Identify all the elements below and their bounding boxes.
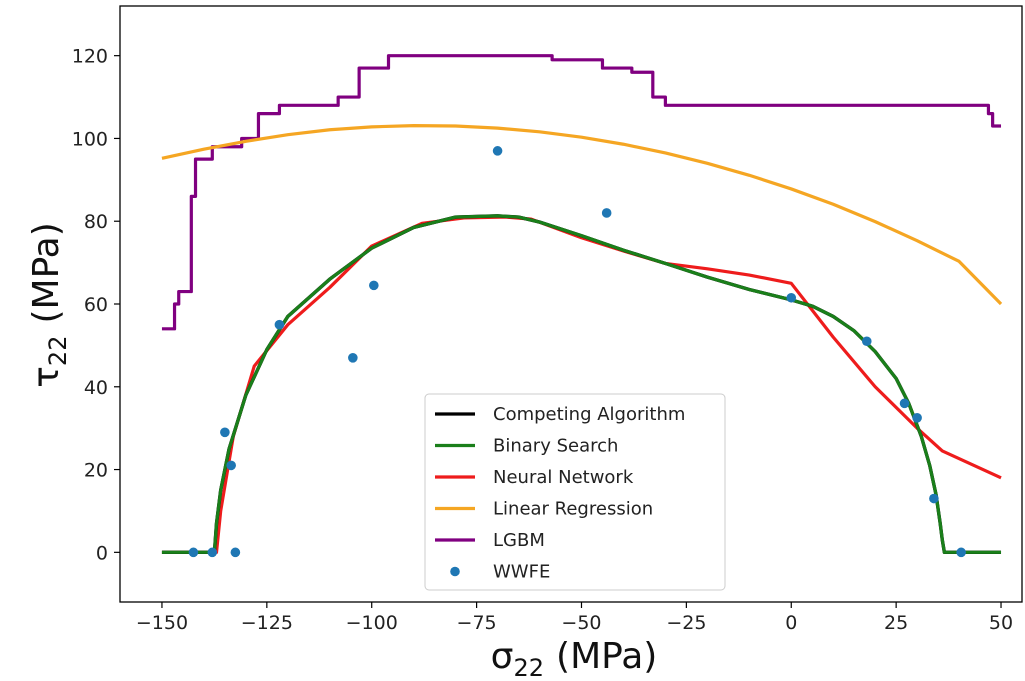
binary-search-line [161, 214, 1002, 554]
wwfe-point [226, 460, 236, 471]
x-tick-label: 0 [785, 612, 797, 634]
wwfe-point [230, 547, 241, 558]
x-tick-label: −125 [241, 612, 293, 634]
y-tick-label: 40 [84, 377, 108, 399]
linear-regression-line [161, 124, 1003, 306]
x-axis-subscript: 22 [513, 654, 544, 681]
lgbm-line [161, 54, 1002, 331]
x-tick-label: 50 [989, 612, 1013, 634]
x-tick-label: −150 [136, 612, 188, 634]
axes-layer: −150 −125 −100 −75 −50 −25 0 25 50 0 20 40 60 80 100 12… [72, 46, 1013, 634]
wwfe-point [786, 292, 797, 303]
wwfe-point [899, 398, 910, 409]
legend-label-linear-regression: Linear Regression [493, 499, 653, 520]
wwfe-point [956, 547, 966, 558]
x-tick-label: 25 [884, 612, 908, 634]
legend: Competing Algorithm Binary Search Neural N… [424, 393, 726, 591]
x-axis-unit: (MPa) [556, 636, 657, 677]
y-axis-unit: (MPa) [26, 222, 67, 323]
wwfe-point [912, 413, 922, 423]
legend-label-lgbm: LGBM [493, 530, 545, 551]
wwfe-point [861, 336, 872, 347]
wwfe-point [929, 493, 939, 504]
wwfe-point [220, 427, 230, 438]
y-tick-label: 20 [84, 460, 108, 482]
y-axis-symbol: τ [26, 366, 67, 388]
x-tick-label: −50 [561, 612, 601, 634]
wwfe-point [601, 208, 612, 218]
legend-marker-wwfe [450, 566, 460, 577]
x-axis-symbol: σ [491, 636, 514, 677]
x-axis-label: σ22 (MPa) [491, 636, 658, 681]
y-tick-label: 0 [96, 542, 108, 564]
y-tick-label: 60 [84, 294, 108, 316]
y-tick-label: 100 [72, 128, 108, 150]
y-axis-subscript: 22 [44, 336, 72, 367]
wwfe-point [274, 319, 285, 330]
legend-label-binary-search: Binary Search [493, 436, 618, 457]
y-axis-label: τ22 (MPa) [26, 222, 72, 388]
legend-label-neural-network: Neural Network [493, 467, 634, 488]
wwfe-point [207, 547, 218, 558]
x-tick-label: −75 [457, 612, 497, 634]
series-layer [161, 54, 1003, 558]
wwfe-point [188, 547, 199, 558]
legend-label-wwfe: WWFE [493, 562, 550, 583]
wwfe-point [369, 280, 379, 291]
wwfe-point [348, 353, 358, 363]
wwfe-point [492, 146, 503, 156]
y-tick-label: 120 [72, 46, 108, 68]
legend-label-competing-algorithm: Competing Algorithm [493, 404, 685, 425]
x-tick-label: −100 [346, 612, 398, 634]
y-tick-label: 80 [84, 211, 108, 233]
legend-box [424, 393, 726, 591]
x-tick-label: −25 [666, 612, 706, 634]
